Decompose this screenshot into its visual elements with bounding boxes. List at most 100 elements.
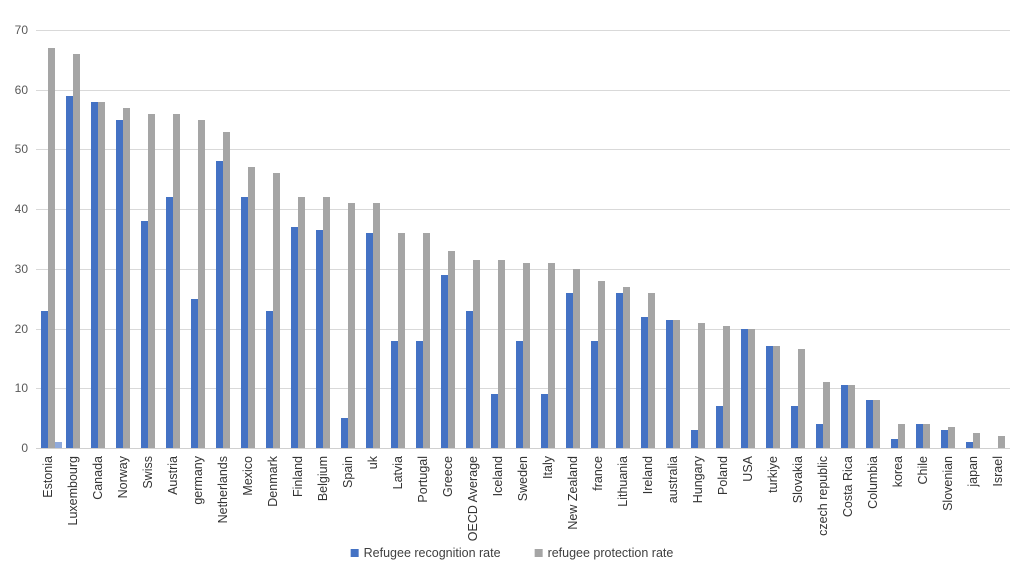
legend-swatch-icon: [534, 549, 543, 557]
bar-refugee-protection-rate-poland: [723, 326, 730, 448]
bar-refugee-protection-rate-oecd-average: [473, 260, 480, 448]
gridline: [36, 89, 1010, 91]
x-axis-label-norway: Norway: [116, 456, 130, 499]
x-axis-line: [36, 448, 1010, 449]
bar-refugee-protection-rate-ireland: [648, 293, 655, 448]
x-axis-label-turkiye: turkiye: [766, 456, 780, 493]
bar-refugee-recognition-rate-norway: [116, 120, 123, 448]
bar-refugee-recognition-rate-france: [591, 341, 598, 448]
x-axis-label-usa: USA: [741, 456, 755, 482]
bar-refugee-protection-rate-france: [598, 281, 605, 448]
bar-refugee-recognition-rate-germany: [191, 299, 198, 448]
y-axis-tick-label: 40: [14, 202, 28, 217]
bar-refugee-protection-rate-denmark: [273, 173, 280, 448]
x-axis-label-netherlands: Netherlands: [216, 456, 230, 524]
bar-refugee-protection-rate-japan: [973, 433, 980, 448]
x-axis-label-luxembourg: Luxembourg: [66, 456, 80, 526]
bar-refugee-recognition-rate-finland: [291, 227, 298, 448]
bar-refugee-recognition-rate-spain: [341, 418, 348, 448]
x-axis-label-canada: Canada: [91, 456, 105, 500]
bar-refugee-recognition-rate-lithuania: [616, 293, 623, 448]
bar-refugee-recognition-rate-australia: [666, 320, 673, 448]
y-axis-tick-label: 60: [14, 82, 28, 97]
bar-refugee-recognition-rate-mexico: [241, 197, 248, 448]
x-axis-label-estonia: Estonia: [41, 456, 55, 498]
bar-refugee-protection-rate-columbia: [873, 400, 880, 448]
bar-refugee-recognition-rate-slovakia: [791, 406, 798, 448]
bar-refugee-recognition-rate-portugal: [416, 341, 423, 448]
bar-refugee-recognition-rate-netherlands: [216, 161, 223, 448]
bar-refugee-recognition-rate-sweden: [516, 341, 523, 448]
bar-refugee-protection-rate-korea: [898, 424, 905, 448]
bar-refugee-recognition-rate-korea: [891, 439, 898, 448]
bar-refugee-recognition-rate-chile: [916, 424, 923, 448]
bar-refugee-protection-rate-norway: [123, 108, 130, 448]
x-axis-label-chile: Chile: [916, 456, 930, 485]
bar-refugee-recognition-rate-canada: [91, 102, 98, 448]
bar-refugee-recognition-rate-japan: [966, 442, 973, 448]
gridline: [36, 149, 1010, 151]
bar-refugee-protection-rate-canada: [98, 102, 105, 448]
bar-refugee-protection-rate-spain: [348, 203, 355, 448]
legend-item-refugee-recognition-rate: Refugee recognition rate: [350, 546, 501, 560]
x-axis-label-spain: Spain: [341, 456, 355, 488]
bar-refugee-recognition-rate-slovenian: [941, 430, 948, 448]
y-axis-tick-label: 70: [14, 23, 28, 37]
bar-refugee-recognition-rate-turkiye: [766, 346, 773, 448]
x-axis-label-japan: japan: [966, 456, 980, 487]
bar-refugee-protection-rate-israel: [998, 436, 1005, 448]
bar-refugee-protection-rate-turkiye: [773, 346, 780, 448]
bar-refugee-protection-rate-finland: [298, 197, 305, 448]
bar-refugee-recognition-rate-new-zealand: [566, 293, 573, 448]
bar-refugee-recognition-rate-ireland: [641, 317, 648, 448]
bar-refugee-protection-rate-sweden: [523, 263, 530, 448]
x-axis-label-israel: Israel: [991, 456, 1005, 487]
bar-refugee-protection-rate-iceland: [498, 260, 505, 448]
bar-refugee-recognition-rate-oecd-average: [466, 311, 473, 448]
x-axis-label-germany: germany: [191, 456, 205, 505]
bar-refugee-recognition-rate-luxembourg: [66, 96, 73, 448]
bar-refugee-protection-rate-estonia: [48, 48, 55, 448]
bar-refugee-protection-rate-uk: [373, 203, 380, 448]
bar-refugee-recognition-rate-czech-republic: [816, 424, 823, 448]
x-axis-label-italy: Italy: [541, 456, 555, 479]
x-axis-label-mexico: Mexico: [241, 456, 255, 496]
bar-refugee-protection-rate-latvia: [398, 233, 405, 448]
x-axis-label-new-zealand: New Zealand: [566, 456, 580, 530]
x-axis-label-czech-republic: czech republic: [816, 456, 830, 536]
x-axis-label-oecd-average: OECD Average: [466, 456, 480, 542]
x-axis-label-sweden: Sweden: [516, 456, 530, 502]
x-axis-label-hungary: Hungary: [691, 456, 705, 504]
y-axis-tick-label: 50: [14, 142, 28, 157]
bar-refugee-recognition-rate-italy: [541, 394, 548, 448]
bar-refugee-protection-rate-greece: [448, 251, 455, 448]
gridline: [36, 209, 1010, 211]
x-axis-label-latvia: Latvia: [391, 456, 405, 490]
bar-refugee-recognition-rate-hungary: [691, 430, 698, 448]
x-axis-label-finland: Finland: [291, 456, 305, 497]
x-axis-label-korea: korea: [891, 456, 905, 488]
x-axis-label-lithuania: Lithuania: [616, 456, 630, 507]
x-axis-label-swiss: Swiss: [141, 456, 155, 489]
bar-refugee-protection-rate-usa: [748, 329, 755, 448]
bar-refugee-protection-rate-chile: [923, 424, 930, 448]
legend-swatch-icon: [350, 549, 359, 557]
bar-refugee-recognition-rate-iceland: [491, 394, 498, 448]
x-axis-label-uk: uk: [366, 456, 380, 470]
bar-extra-estonia: [55, 442, 62, 448]
bar-refugee-recognition-rate-latvia: [391, 341, 398, 448]
legend-label: refugee protection rate: [547, 546, 674, 560]
y-axis-tick-label: 20: [14, 321, 28, 336]
x-axis-label-slovakia: Slovakia: [791, 456, 805, 504]
bar-refugee-protection-rate-mexico: [248, 167, 255, 448]
legend-label: Refugee recognition rate: [363, 546, 501, 560]
bar-refugee-recognition-rate-usa: [741, 329, 748, 448]
x-axis-label-iceland: Iceland: [491, 456, 505, 497]
y-axis-tick-label: 10: [14, 381, 28, 396]
bar-refugee-protection-rate-slovenian: [948, 427, 955, 448]
x-axis-label-costa-rica: Costa Rica: [841, 456, 855, 518]
x-axis-label-greece: Greece: [441, 456, 455, 497]
bar-refugee-protection-rate-luxembourg: [73, 54, 80, 448]
x-axis-label-austria: Austria: [166, 456, 180, 495]
